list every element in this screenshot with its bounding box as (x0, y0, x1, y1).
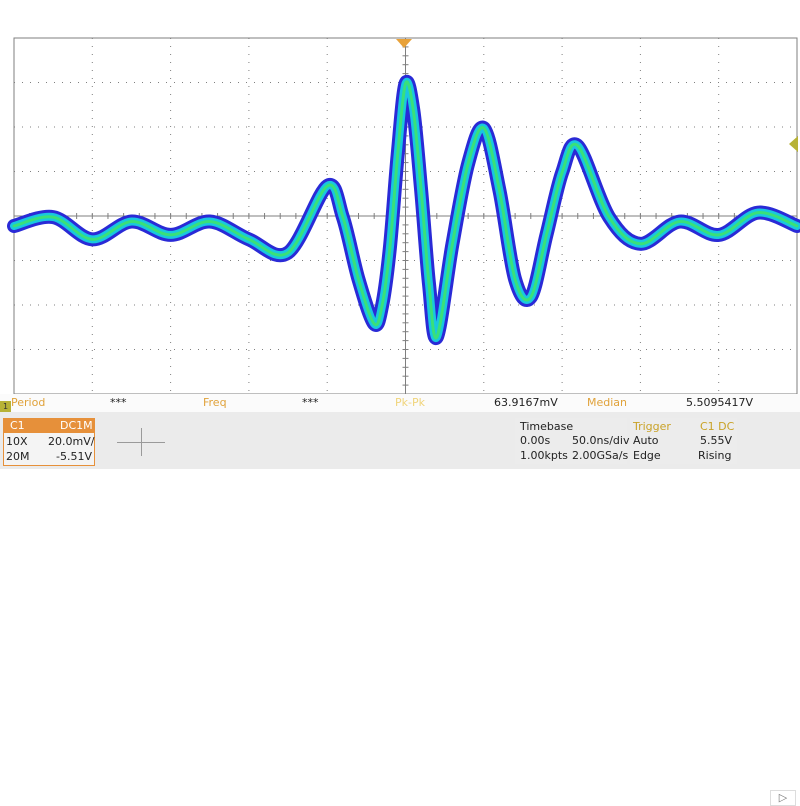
channel-probe: 10X (6, 435, 28, 448)
trigger-title: Trigger (633, 420, 671, 433)
median-value: 5.5095417V (686, 396, 754, 409)
period-value: *** (110, 396, 127, 409)
timebase-points: 1.00kpts (520, 449, 568, 462)
waveform-grid (7, 37, 800, 395)
timebase-rate: 2.00GSa/s (572, 449, 629, 462)
trigger-position-icon[interactable] (396, 39, 412, 48)
timebase-panel[interactable]: Timebase 0.00s 50.0ns/div 1.00kpts 2.00G… (515, 418, 630, 464)
period-label: Period (11, 396, 46, 409)
trigger-mode: Auto (633, 434, 659, 447)
freq-label: Freq (203, 396, 227, 409)
trigger-type: Edge (633, 449, 661, 462)
measurement-bar: Period *** Freq *** Pk-Pk 63.9167mV Medi… (0, 394, 800, 806)
channel-coupling: DC1M (60, 419, 93, 432)
timebase-title: Timebase (520, 420, 574, 433)
timebase-scale: 50.0ns/div (572, 434, 630, 447)
crosshair-vertical (141, 428, 142, 456)
trigger-level: 5.55V (700, 434, 733, 447)
trigger-level-icon[interactable] (789, 136, 798, 152)
waveform-trace (7, 74, 800, 345)
waveform-display (7, 37, 800, 395)
channel-1-marker-icon: 1 (0, 401, 11, 412)
channel-bandwidth: 20M (6, 450, 30, 463)
channel-1-panel[interactable]: C1 DC1M 10X 20.0mV/ 20M -5.51V (3, 418, 95, 466)
channel-scale: 20.0mV/ (48, 435, 95, 448)
median-label: Median (587, 396, 628, 409)
trigger-slope: Rising (698, 449, 732, 462)
freq-value: *** (302, 396, 319, 409)
crosshair-icon (117, 428, 165, 456)
channel-offset: -5.51V (56, 450, 92, 463)
pkpk-label: Pk-Pk (395, 396, 425, 409)
timebase-delay: 0.00s (520, 434, 551, 447)
trace-core (12, 80, 799, 340)
trigger-source: C1 DC (700, 420, 735, 433)
pkpk-value: 63.9167mV (494, 396, 558, 409)
channel-name: C1 (10, 419, 25, 432)
channel-header (4, 419, 94, 433)
right-arrow-icon[interactable]: ▷ (770, 790, 796, 806)
trigger-panel[interactable]: Trigger C1 DC Auto 5.55V Edge Rising (630, 418, 737, 464)
